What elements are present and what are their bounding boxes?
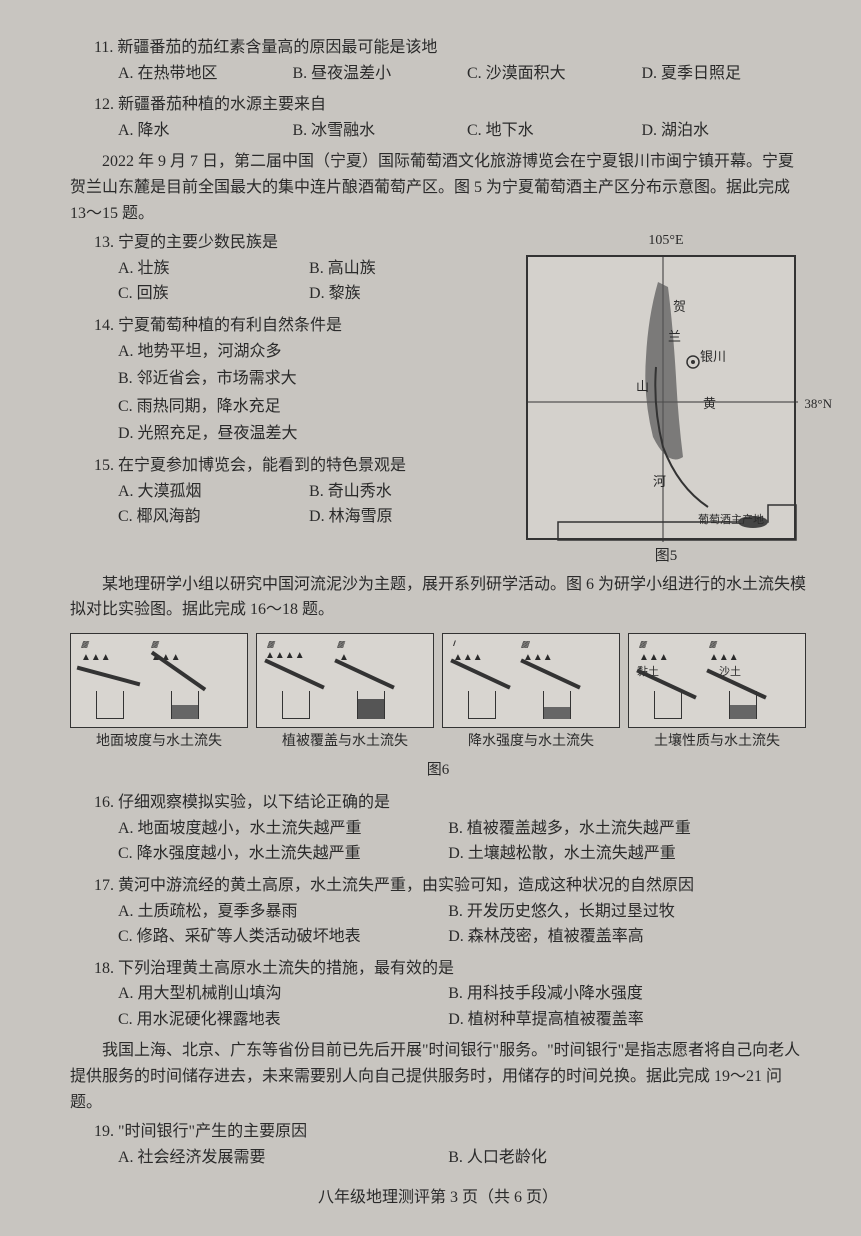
q11-opt-c: C. 沙漠面积大 bbox=[467, 61, 632, 87]
figure-6-diagrams: //////// //////// ▲▲▲ ▲▲▲ 地面坡度与水土流失 ////… bbox=[70, 633, 806, 753]
map-legend: 葡萄酒主产地 bbox=[698, 512, 764, 530]
diagram-3-box: / / / / ///////// ▲▲▲ ▲▲▲ bbox=[442, 633, 620, 728]
q18-opt-b: B. 用科技手段减小降水强度 bbox=[448, 981, 643, 1007]
question-16: 16. 仔细观察模拟实验，以下结论正确的是 A. 地面坡度越小，水土流失越严重 … bbox=[70, 790, 806, 867]
q16-row1: A. 地面坡度越小，水土流失越严重 B. 植被覆盖越多，水土流失越严重 bbox=[70, 816, 806, 842]
diagram-1-box: //////// //////// ▲▲▲ ▲▲▲ bbox=[70, 633, 248, 728]
map-figure-5: 贺 兰 山 黄 河 银川 葡萄酒主产地 38°N bbox=[526, 255, 796, 540]
question-12: 12. 新疆番茄种植的水源主要来自 A. 降水 B. 冰雪融水 C. 地下水 D… bbox=[70, 92, 806, 143]
passage-2: 某地理研学小组以研究中国河流泥沙为主题，展开系列研学活动。图 6 为研学小组进行… bbox=[70, 572, 806, 623]
q18-opt-c: C. 用水泥硬化裸露地表 bbox=[118, 1007, 448, 1033]
question-18: 18. 下列治理黄土高原水土流失的措施，最有效的是 A. 用大型机械削山填沟 B… bbox=[70, 956, 806, 1033]
map-yinchuan: 银川 bbox=[700, 347, 726, 368]
q16-row2: C. 降水强度越小，水土流失越严重 D. 土壤越松散，水土流失越严重 bbox=[70, 841, 806, 867]
q19-opt-b: B. 人口老龄化 bbox=[448, 1145, 547, 1171]
q12-opt-c: C. 地下水 bbox=[467, 118, 632, 144]
q14-opt-c: C. 雨热同期，降水充足 bbox=[118, 394, 516, 420]
q17-row2: C. 修路、采矿等人类活动破坏地表 D. 森林茂密，植被覆盖率高 bbox=[70, 924, 806, 950]
page-footer: 八年级地理测评第 3 页（共 6 页） bbox=[70, 1185, 806, 1211]
question-14: 14. 宁夏葡萄种植的有利自然条件是 A. 地势平坦，河湖众多 B. 邻近省会，… bbox=[70, 313, 516, 447]
diagram-2-label: 植被覆盖与水土流失 bbox=[256, 731, 434, 753]
q13-opt-c: C. 回族 bbox=[118, 281, 309, 307]
q15-opt-c: C. 椰风海韵 bbox=[118, 504, 309, 530]
question-17: 17. 黄河中游流经的黄土高原，水土流失严重，由实验可知，造成这种状况的自然原因… bbox=[70, 873, 806, 950]
q11-opt-b: B. 昼夜温差小 bbox=[293, 61, 458, 87]
q18-text: 18. 下列治理黄土高原水土流失的措施，最有效的是 bbox=[70, 956, 806, 982]
diagram-4-label: 土壤性质与水土流失 bbox=[628, 731, 806, 753]
q15-opt-b: B. 奇山秀水 bbox=[309, 479, 500, 505]
q16-opt-d: D. 土壤越松散，水土流失越严重 bbox=[448, 841, 676, 867]
map-column: 105°E 贺 兰 山 黄 河 银川 葡萄酒主产地 38°N 图5 bbox=[526, 230, 806, 567]
q15-text: 15. 在宁夏参加博览会，能看到的特色景观是 bbox=[70, 453, 516, 479]
q15-row1: A. 大漠孤烟 B. 奇山秀水 bbox=[70, 479, 516, 505]
q17-row1: A. 土质疏松，夏季多暴雨 B. 开发历史悠久，长期过垦过牧 bbox=[70, 899, 806, 925]
q13-row2: C. 回族 D. 黎族 bbox=[70, 281, 516, 307]
q14-opt-b: B. 邻近省会，市场需求大 bbox=[118, 366, 516, 392]
q17-text: 17. 黄河中游流经的黄土高原，水土流失严重，由实验可知，造成这种状况的自然原因 bbox=[70, 873, 806, 899]
passage-1: 2022 年 9 月 7 日，第二届中国（宁夏）国际葡萄酒文化旅游博览会在宁夏银… bbox=[70, 149, 806, 226]
q13-opt-a: A. 壮族 bbox=[118, 256, 309, 282]
left-column: 13. 宁夏的主要少数民族是 A. 壮族 B. 高山族 C. 回族 D. 黎族 … bbox=[70, 230, 516, 567]
question-19: 19. "时间银行"产生的主要原因 A. 社会经济发展需要 B. 人口老龄化 bbox=[70, 1119, 806, 1170]
q14-text: 14. 宁夏葡萄种植的有利自然条件是 bbox=[70, 313, 516, 339]
q13-opt-d: D. 黎族 bbox=[309, 281, 500, 307]
q13-opt-b: B. 高山族 bbox=[309, 256, 500, 282]
diagram-2: //////// //////// ▲▲▲▲ ▲ 植被覆盖与水土流失 bbox=[256, 633, 434, 753]
q11-opt-d: D. 夏季日照足 bbox=[642, 61, 807, 87]
passage-3: 我国上海、北京、广东等省份目前已先后开展"时间银行"服务。"时间银行"是指志愿者… bbox=[70, 1038, 806, 1115]
q12-options: A. 降水 B. 冰雪融水 C. 地下水 D. 湖泊水 bbox=[70, 118, 806, 144]
q15-opt-a: A. 大漠孤烟 bbox=[118, 479, 309, 505]
q12-opt-d: D. 湖泊水 bbox=[642, 118, 807, 144]
diagram-1: //////// //////// ▲▲▲ ▲▲▲ 地面坡度与水土流失 bbox=[70, 633, 248, 753]
map-lan: 兰 bbox=[668, 327, 681, 348]
q17-opt-b: B. 开发历史悠久，长期过垦过牧 bbox=[448, 899, 675, 925]
diagram-3: / / / / ///////// ▲▲▲ ▲▲▲ 降水强度与水土流失 bbox=[442, 633, 620, 753]
q17-opt-a: A. 土质疏松，夏季多暴雨 bbox=[118, 899, 448, 925]
q18-row2: C. 用水泥硬化裸露地表 D. 植树种草提高植被覆盖率 bbox=[70, 1007, 806, 1033]
q17-opt-d: D. 森林茂密，植被覆盖率高 bbox=[448, 924, 644, 950]
diagram-4: //////// //////// ▲▲▲ ▲▲▲ 黏土 沙土 土壤性质与水土流… bbox=[628, 633, 806, 753]
q13-row1: A. 壮族 B. 高山族 bbox=[70, 256, 516, 282]
map-he: 贺 bbox=[673, 297, 686, 318]
map-river: 河 bbox=[653, 472, 666, 493]
map-lat: 38°N bbox=[804, 394, 832, 415]
q12-text: 12. 新疆番茄种植的水源主要来自 bbox=[70, 92, 806, 118]
q16-opt-c: C. 降水强度越小，水土流失越严重 bbox=[118, 841, 448, 867]
q17-opt-c: C. 修路、采矿等人类活动破坏地表 bbox=[118, 924, 448, 950]
q11-options: A. 在热带地区 B. 昼夜温差小 C. 沙漠面积大 D. 夏季日照足 bbox=[70, 61, 806, 87]
q18-row1: A. 用大型机械削山填沟 B. 用科技手段减小降水强度 bbox=[70, 981, 806, 1007]
map-shan: 山 bbox=[636, 377, 649, 398]
question-15: 15. 在宁夏参加博览会，能看到的特色景观是 A. 大漠孤烟 B. 奇山秀水 C… bbox=[70, 453, 516, 530]
q14-opt-a: A. 地势平坦，河湖众多 bbox=[118, 339, 516, 365]
figure-6-caption: 图6 bbox=[70, 758, 806, 782]
q12-opt-b: B. 冰雪融水 bbox=[293, 118, 458, 144]
diagram-3-label: 降水强度与水土流失 bbox=[442, 731, 620, 753]
q16-opt-a: A. 地面坡度越小，水土流失越严重 bbox=[118, 816, 448, 842]
q15-row2: C. 椰风海韵 D. 林海雪原 bbox=[70, 504, 516, 530]
q13-text: 13. 宁夏的主要少数民族是 bbox=[70, 230, 516, 256]
map-lon-label: 105°E bbox=[526, 230, 806, 252]
q19-text: 19. "时间银行"产生的主要原因 bbox=[70, 1119, 806, 1145]
map-huang: 黄 bbox=[703, 394, 716, 415]
q14-options: A. 地势平坦，河湖众多 B. 邻近省会，市场需求大 C. 雨热同期，降水充足 … bbox=[70, 339, 516, 447]
q19-opt-a: A. 社会经济发展需要 bbox=[118, 1145, 448, 1171]
q12-opt-a: A. 降水 bbox=[118, 118, 283, 144]
diagram-2-box: //////// //////// ▲▲▲▲ ▲ bbox=[256, 633, 434, 728]
diagram-1-label: 地面坡度与水土流失 bbox=[70, 731, 248, 753]
q14-opt-d: D. 光照充足，昼夜温差大 bbox=[118, 421, 516, 447]
section-13-15: 13. 宁夏的主要少数民族是 A. 壮族 B. 高山族 C. 回族 D. 黎族 … bbox=[70, 230, 806, 567]
q16-opt-b: B. 植被覆盖越多，水土流失越严重 bbox=[448, 816, 691, 842]
q18-opt-a: A. 用大型机械削山填沟 bbox=[118, 981, 448, 1007]
map-caption: 图5 bbox=[526, 544, 806, 568]
q16-text: 16. 仔细观察模拟实验，以下结论正确的是 bbox=[70, 790, 806, 816]
q11-text: 11. 新疆番茄的茄红素含量高的原因最可能是该地 bbox=[70, 35, 806, 61]
question-13: 13. 宁夏的主要少数民族是 A. 壮族 B. 高山族 C. 回族 D. 黎族 bbox=[70, 230, 516, 307]
q15-opt-d: D. 林海雪原 bbox=[309, 504, 500, 530]
diagram-4-box: //////// //////// ▲▲▲ ▲▲▲ 黏土 沙土 bbox=[628, 633, 806, 728]
q19-row1: A. 社会经济发展需要 B. 人口老龄化 bbox=[70, 1145, 806, 1171]
q11-opt-a: A. 在热带地区 bbox=[118, 61, 283, 87]
q18-opt-d: D. 植树种草提高植被覆盖率 bbox=[448, 1007, 644, 1033]
question-11: 11. 新疆番茄的茄红素含量高的原因最可能是该地 A. 在热带地区 B. 昼夜温… bbox=[70, 35, 806, 86]
